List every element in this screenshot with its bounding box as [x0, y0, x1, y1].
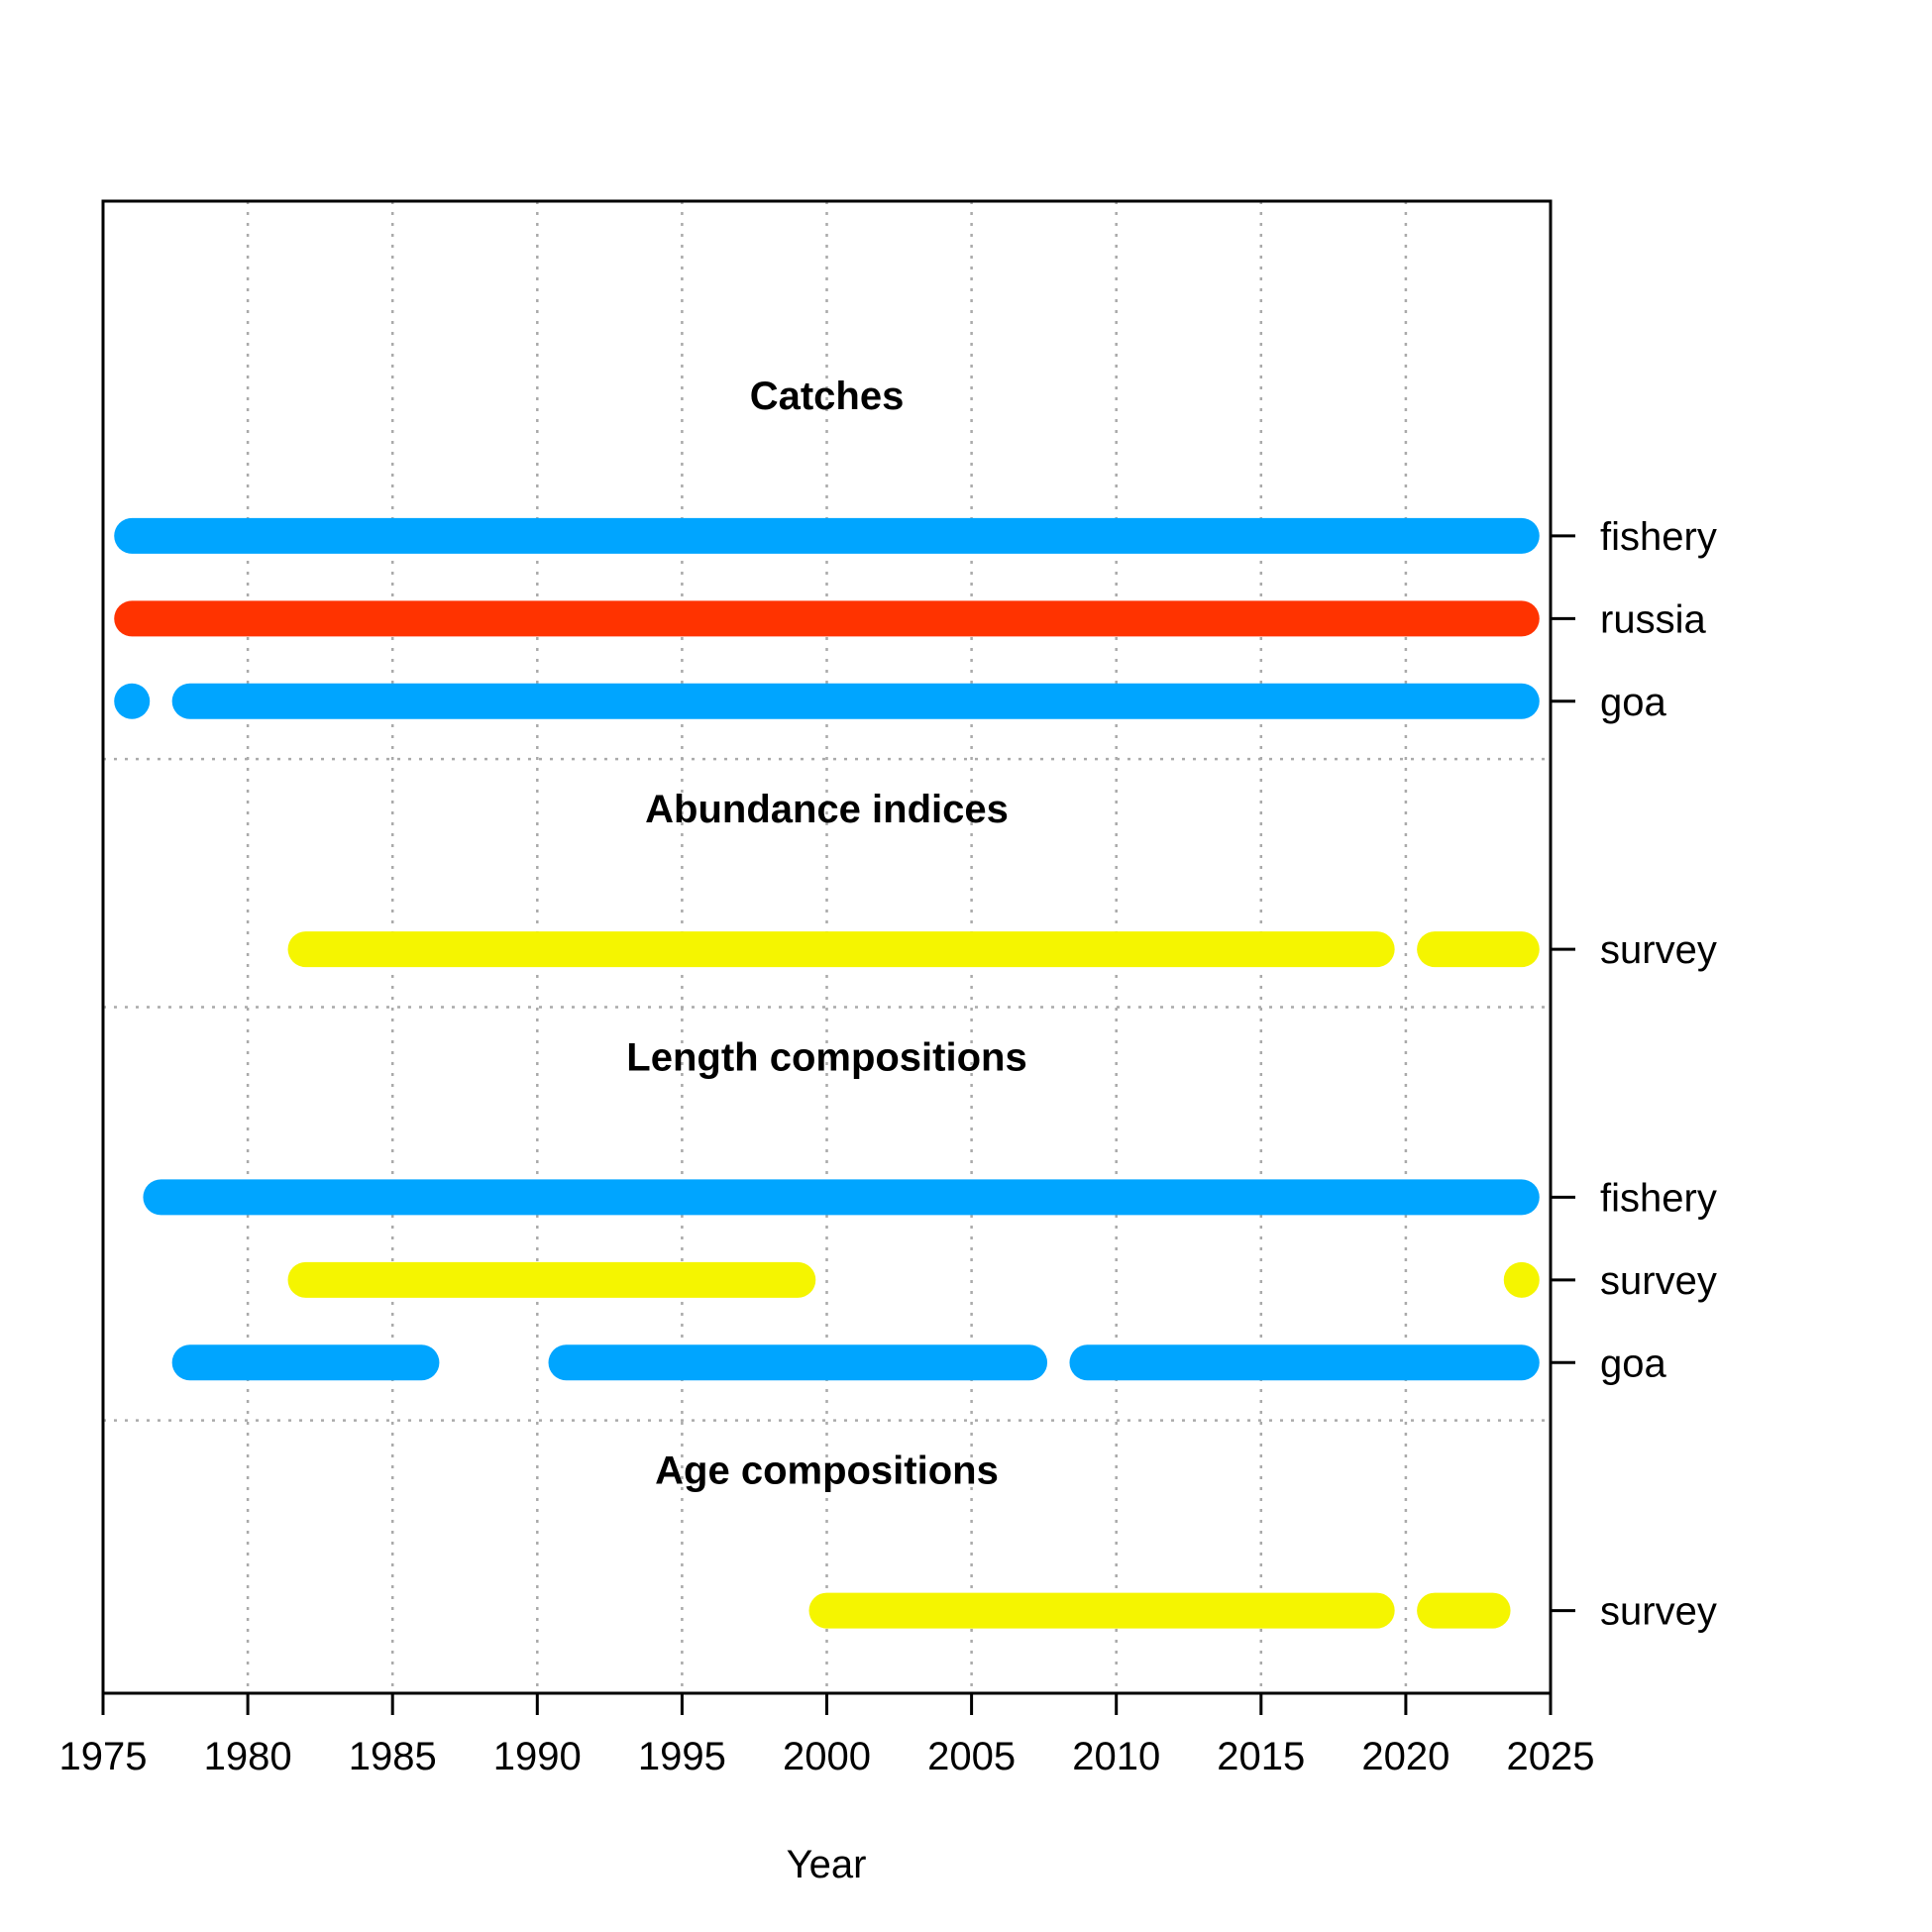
x-tick-label: 1990 — [493, 1735, 582, 1778]
x-tick-label: 1985 — [349, 1735, 437, 1778]
row-label: russia — [1600, 597, 1706, 641]
row-label: survey — [1600, 928, 1717, 972]
x-tick-label: 1975 — [59, 1735, 148, 1778]
row-label: fishery — [1600, 1176, 1717, 1220]
x-tick-label: 2005 — [927, 1735, 1016, 1778]
x-tick-label: 2015 — [1217, 1735, 1305, 1778]
x-axis: 1975 1980 1985 1990 1995 2000 2005 2010 2015 2020… — [59, 1693, 1595, 1778]
group-title: Length compositions — [626, 1036, 1026, 1080]
group-title: Age compositions — [655, 1449, 999, 1493]
group-title: Abundance indices — [645, 788, 1009, 831]
x-tick-label: 2000 — [783, 1735, 871, 1778]
row-label: goa — [1600, 681, 1666, 724]
group-titles: Catches Abundance indices Length compositi… — [626, 375, 1026, 1493]
x-axis-title: Year — [787, 1843, 867, 1886]
row-label: survey — [1600, 1590, 1717, 1634]
group-title: Catches — [750, 375, 905, 418]
x-tick-label: 2025 — [1507, 1735, 1595, 1778]
row-label: fishery — [1600, 515, 1717, 559]
row-labels: fishery russia goa survey fishery survey goa su… — [1551, 515, 1717, 1634]
data-bars — [114, 517, 1540, 1629]
grid — [103, 201, 1551, 1693]
row-label: survey — [1600, 1259, 1717, 1303]
row-label: goa — [1600, 1342, 1666, 1385]
x-tick-label: 2020 — [1361, 1735, 1449, 1778]
x-tick-label: 1995 — [638, 1735, 726, 1778]
x-tick-label: 2010 — [1072, 1735, 1160, 1778]
x-tick-label: 1980 — [204, 1735, 292, 1778]
